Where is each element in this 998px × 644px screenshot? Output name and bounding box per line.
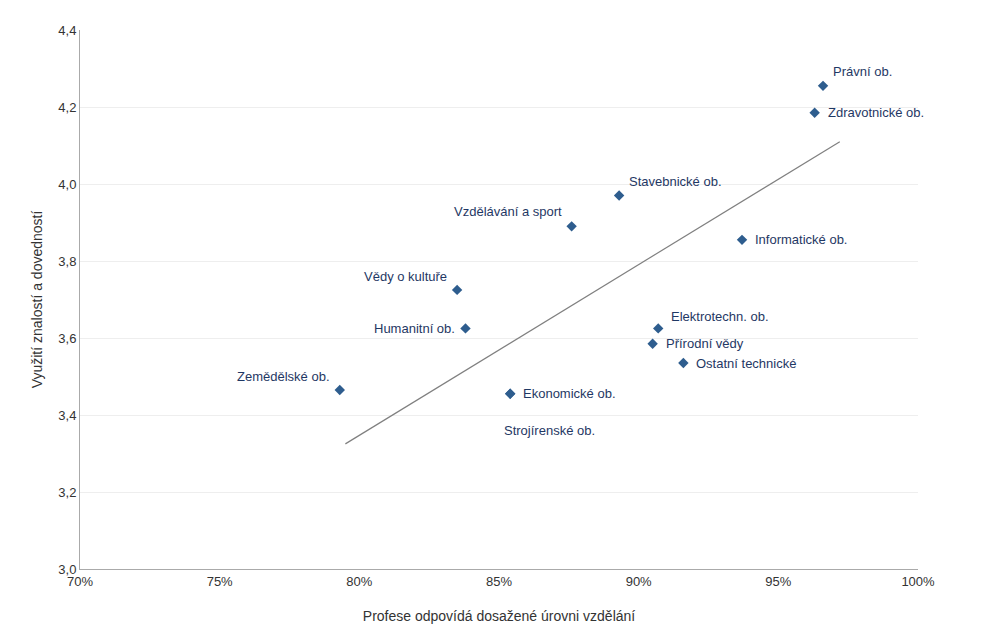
svg-text:3,6: 3,6 [58, 331, 76, 346]
svg-text:Ekonomické ob.: Ekonomické ob. [523, 386, 616, 401]
svg-text:Využití znalostí a dovedností: Využití znalostí a dovedností [29, 211, 45, 389]
svg-text:Ostatní technické: Ostatní technické [696, 356, 796, 371]
svg-text:Zdravotnické ob.: Zdravotnické ob. [828, 105, 924, 120]
svg-text:Profese odpovídá dosažené úrov: Profese odpovídá dosažené úrovni vzdělán… [363, 608, 636, 624]
svg-text:Vědy o kultuře: Vědy o kultuře [364, 269, 447, 284]
svg-text:Přírodní vědy: Přírodní vědy [666, 336, 744, 351]
svg-text:Strojírenské ob.: Strojírenské ob. [504, 423, 595, 438]
svg-text:Právní ob.: Právní ob. [833, 64, 892, 79]
svg-text:80%: 80% [346, 574, 372, 589]
svg-text:4,0: 4,0 [58, 177, 76, 192]
svg-text:4,4: 4,4 [58, 23, 76, 38]
svg-text:85%: 85% [486, 574, 512, 589]
svg-text:70%: 70% [67, 574, 93, 589]
svg-text:Humanitní ob.: Humanitní ob. [374, 321, 455, 336]
svg-text:3,0: 3,0 [58, 562, 76, 577]
svg-text:90%: 90% [626, 574, 652, 589]
svg-text:4,2: 4,2 [58, 100, 76, 115]
svg-text:3,4: 3,4 [58, 408, 76, 423]
svg-text:3,2: 3,2 [58, 485, 76, 500]
svg-text:Informatické ob.: Informatické ob. [755, 232, 848, 247]
svg-text:Elektrotechn. ob.: Elektrotechn. ob. [671, 309, 769, 324]
svg-text:100%: 100% [901, 574, 935, 589]
svg-text:95%: 95% [765, 574, 791, 589]
svg-text:Stavebnické ob.: Stavebnické ob. [629, 174, 722, 189]
svg-text:Zemědělské ob.: Zemědělské ob. [237, 369, 330, 384]
svg-text:3,8: 3,8 [58, 254, 76, 269]
svg-text:75%: 75% [207, 574, 233, 589]
svg-text:Vzdělávání a sport: Vzdělávání a sport [454, 204, 562, 219]
